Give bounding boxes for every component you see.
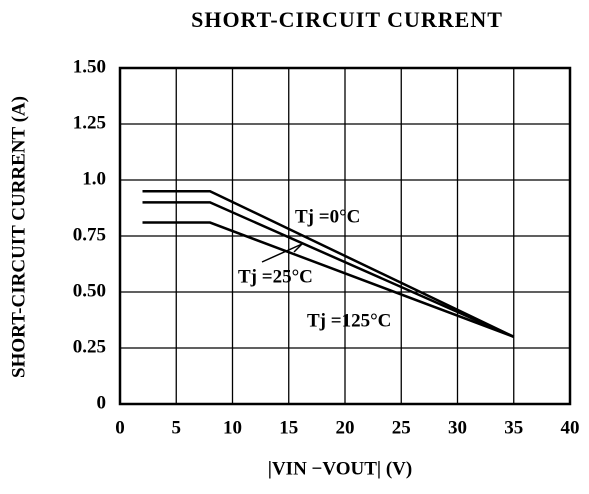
y-tick-label: 0.75 xyxy=(73,224,106,245)
y-tick-label: 0 xyxy=(97,392,107,413)
series-label: Tj =125°C xyxy=(307,310,391,331)
x-tick-label: 20 xyxy=(336,417,355,438)
x-tick-label: 5 xyxy=(172,417,182,438)
x-tick-label: 10 xyxy=(223,417,242,438)
x-tick-label: 35 xyxy=(504,417,523,438)
y-tick-label: 1.25 xyxy=(73,112,106,133)
x-tick-label: 0 xyxy=(115,417,125,438)
y-tick-label: 0.25 xyxy=(73,336,106,357)
x-tick-label: 30 xyxy=(448,417,467,438)
y-tick-label: 1.50 xyxy=(73,56,106,77)
plot-frame xyxy=(118,66,572,406)
x-axis-label: |VIN −VOUT| (V) xyxy=(268,458,412,479)
x-tick-label: 25 xyxy=(392,417,411,438)
series-line xyxy=(142,201,515,338)
series-label: Tj =25°C xyxy=(238,266,313,287)
series-line xyxy=(142,189,515,338)
x-tick-label: 40 xyxy=(561,417,580,438)
leader-line xyxy=(293,243,303,253)
y-tick-label: 1.0 xyxy=(82,168,106,189)
y-tick-label: 0.50 xyxy=(73,280,106,301)
leader-line xyxy=(261,243,303,263)
series-label: Tj =0°C xyxy=(295,206,360,227)
x-tick-label: 15 xyxy=(279,417,298,438)
chart-title: SHORT-CIRCUIT CURRENT xyxy=(191,7,503,32)
y-axis-label: SHORT-CIRCUIT CURRENT (A) xyxy=(8,96,29,378)
series-line xyxy=(142,221,515,338)
